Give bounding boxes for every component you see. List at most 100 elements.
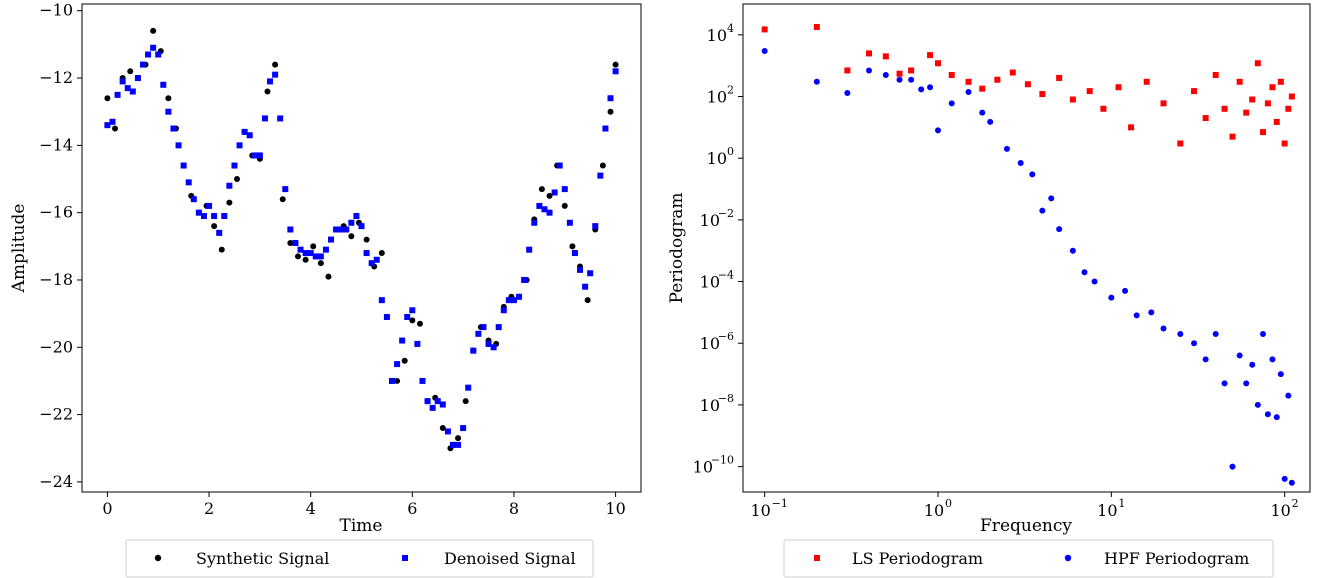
legend-marker-synthetic [154,554,162,562]
denoised-point [516,293,523,300]
left-legend: Synthetic Signal Denoised Signal [125,539,594,578]
denoised-point [465,384,472,391]
hpf-point [882,71,889,78]
x-tick-exponent: −1 [772,497,788,510]
y-tick-exponent: 2 [727,84,734,97]
denoised-point [139,61,146,68]
denoised-point [587,270,594,277]
denoised-point [597,172,604,179]
denoised-point [297,246,304,253]
denoised-point [551,189,558,196]
legend-marker-denoised [402,555,408,561]
ls-point [882,53,889,60]
y-tick-exponent: 4 [727,22,734,35]
ls-point [948,71,955,78]
right-legend-box [783,539,1274,578]
ls-point [994,76,1001,83]
ls-point [1212,71,1219,78]
synthetic-point [264,88,271,95]
denoised-point [328,236,335,243]
hpf-point [844,90,851,97]
denoised-point [277,115,284,122]
x-tick-label: 10 [1270,501,1290,520]
denoised-point [414,340,421,347]
hpf-point [1081,269,1088,276]
denoised-point [383,313,390,320]
denoised-point [546,209,553,216]
denoised-point [470,347,477,354]
denoised-point [444,428,451,435]
denoised-point [348,219,355,226]
legend-label-hpf: HPF Periodogram [1104,549,1249,568]
denoised-point [236,142,243,149]
x-tick-label: 10 [605,499,625,518]
x-tick-exponent: 2 [1292,497,1299,510]
hpf-point [1249,361,1256,368]
right-y-axis-label: Periodogram [667,193,687,304]
synthetic-point [104,95,111,102]
legend-marker-hpf [1064,554,1072,562]
denoised-point [216,229,223,236]
right-axes-frame [742,3,1311,493]
x-tick-label: 10 [924,501,944,520]
synthetic-point [569,243,576,250]
denoised-point [434,398,441,405]
ls-point [965,78,972,85]
denoised-point [577,266,584,273]
denoised-point [261,115,268,122]
hpf-point [1243,380,1250,387]
denoised-point [424,398,431,405]
synthetic-point [310,243,317,250]
ls-point [1177,140,1184,147]
right-x-axis-label: Frequency [980,516,1072,536]
denoised-point [231,162,238,169]
hpf-point [948,100,955,107]
hpf-point [1069,247,1076,254]
denoised-point [368,260,375,267]
hpf-point [896,76,903,83]
hpf-point [1269,356,1276,363]
denoised-point [170,125,177,132]
synthetic-point [348,233,355,240]
synthetic-point [455,435,462,442]
synthetic-point [599,162,606,169]
synthetic-point [211,223,218,230]
synthetic-point [279,196,286,203]
denoised-point [256,152,263,159]
x-tick-label: 0 [102,499,112,518]
hpf-point [1191,340,1198,347]
denoised-point [592,223,599,230]
left-legend-box [125,539,594,578]
denoised-point [200,213,207,220]
y-tick-label: 10 [700,334,720,353]
denoised-point [607,95,614,102]
denoised-point [180,162,187,169]
hpf-point [908,76,915,83]
ls-point [1115,84,1122,91]
x-tick-exponent: 1 [1118,497,1125,510]
synthetic-point [538,186,545,193]
hpf-point [1148,309,1155,316]
synthetic-point [218,246,225,253]
denoised-point [480,324,487,331]
ls-point [866,50,873,57]
y-tick-exponent: −2 [718,207,734,220]
y-tick-label: 10 [707,88,727,107]
denoised-point [495,324,502,331]
denoised-point [109,118,116,125]
synthetic-point [150,27,157,34]
denoised-point [521,276,528,283]
denoised-point [165,108,172,115]
ls-point [813,23,820,30]
x-tick-label: 10 [1097,501,1117,520]
ls-point [1281,140,1288,147]
y-tick-exponent: −8 [718,392,734,405]
hpf-point [1177,330,1184,337]
denoised-point [373,256,380,263]
hpf-point [1212,330,1219,337]
ls-point [1260,129,1267,136]
denoised-point [475,330,482,337]
ls-point [1024,81,1031,88]
